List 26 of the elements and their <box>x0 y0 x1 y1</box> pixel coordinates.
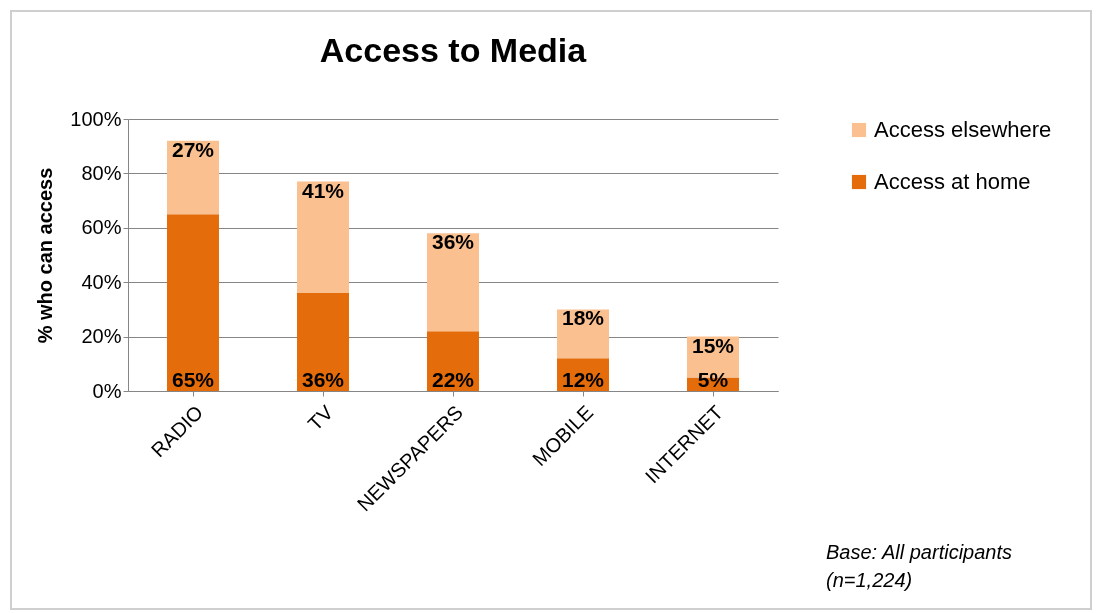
y-tick-label: 60% <box>81 216 122 239</box>
bar <box>297 293 349 391</box>
data-label: 22% <box>431 368 475 391</box>
y-tick-label: 20% <box>81 325 122 348</box>
data-label: 27% <box>171 137 215 161</box>
x-tick-label: TV <box>303 400 338 435</box>
y-tick-label: 100% <box>70 107 122 130</box>
y-tick-label: 40% <box>81 270 122 293</box>
data-label: 41% <box>301 178 345 202</box>
data-label: 12% <box>561 368 605 391</box>
chart-title: Access to Media <box>319 31 588 69</box>
bar <box>167 214 219 391</box>
data-label: 36% <box>301 368 345 391</box>
y-tick-label: 0% <box>92 379 122 402</box>
data-label: 36% <box>431 230 475 254</box>
data-label: 15% <box>691 333 735 357</box>
text: Base: All participants (n=1,224) <box>826 540 1013 593</box>
data-label: 65% <box>171 368 215 391</box>
bar <box>167 140 219 215</box>
bar <box>427 233 479 332</box>
legend-label: Access at home <box>874 169 1031 194</box>
y-tick-label: 80% <box>81 161 122 184</box>
bar <box>297 181 349 294</box>
legend-label: Access elsewhere <box>874 117 1052 142</box>
y-axis-title: % who can access <box>34 167 57 344</box>
data-label: 18% <box>561 306 605 330</box>
